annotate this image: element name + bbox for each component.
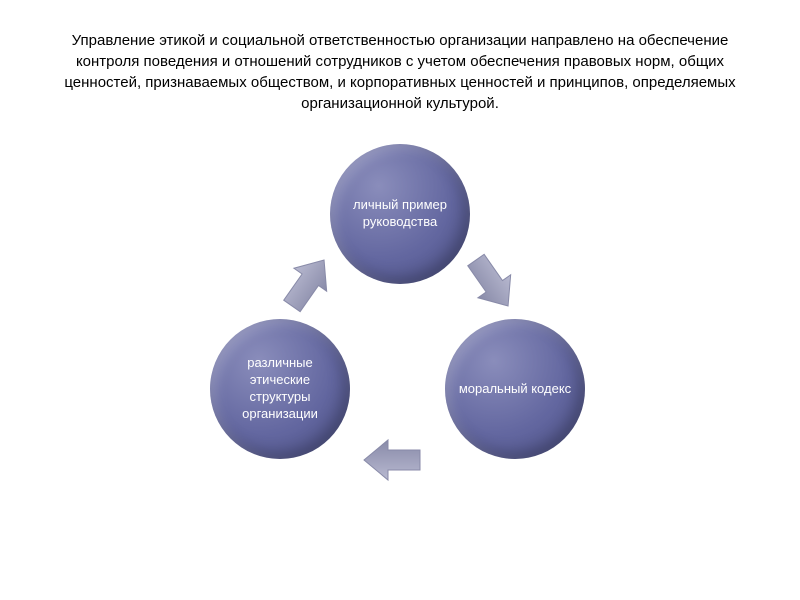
arrow-top-right [451, 245, 529, 325]
arrow-left-top [271, 245, 349, 325]
node-right-label: моральный кодекс [459, 381, 571, 398]
arrow-right-left [362, 431, 422, 484]
node-left-label: различные этические структуры организаци… [222, 355, 338, 423]
node-top-label: личный пример руководства [342, 197, 458, 231]
node-top: личный пример руководства [330, 144, 470, 284]
node-right: моральный кодекс [445, 319, 585, 459]
cycle-diagram: личный пример руководства моральный коде… [0, 124, 800, 524]
node-left: различные этические структуры организаци… [210, 319, 350, 459]
description-text: Управление этикой и социальной ответстве… [0, 0, 800, 124]
